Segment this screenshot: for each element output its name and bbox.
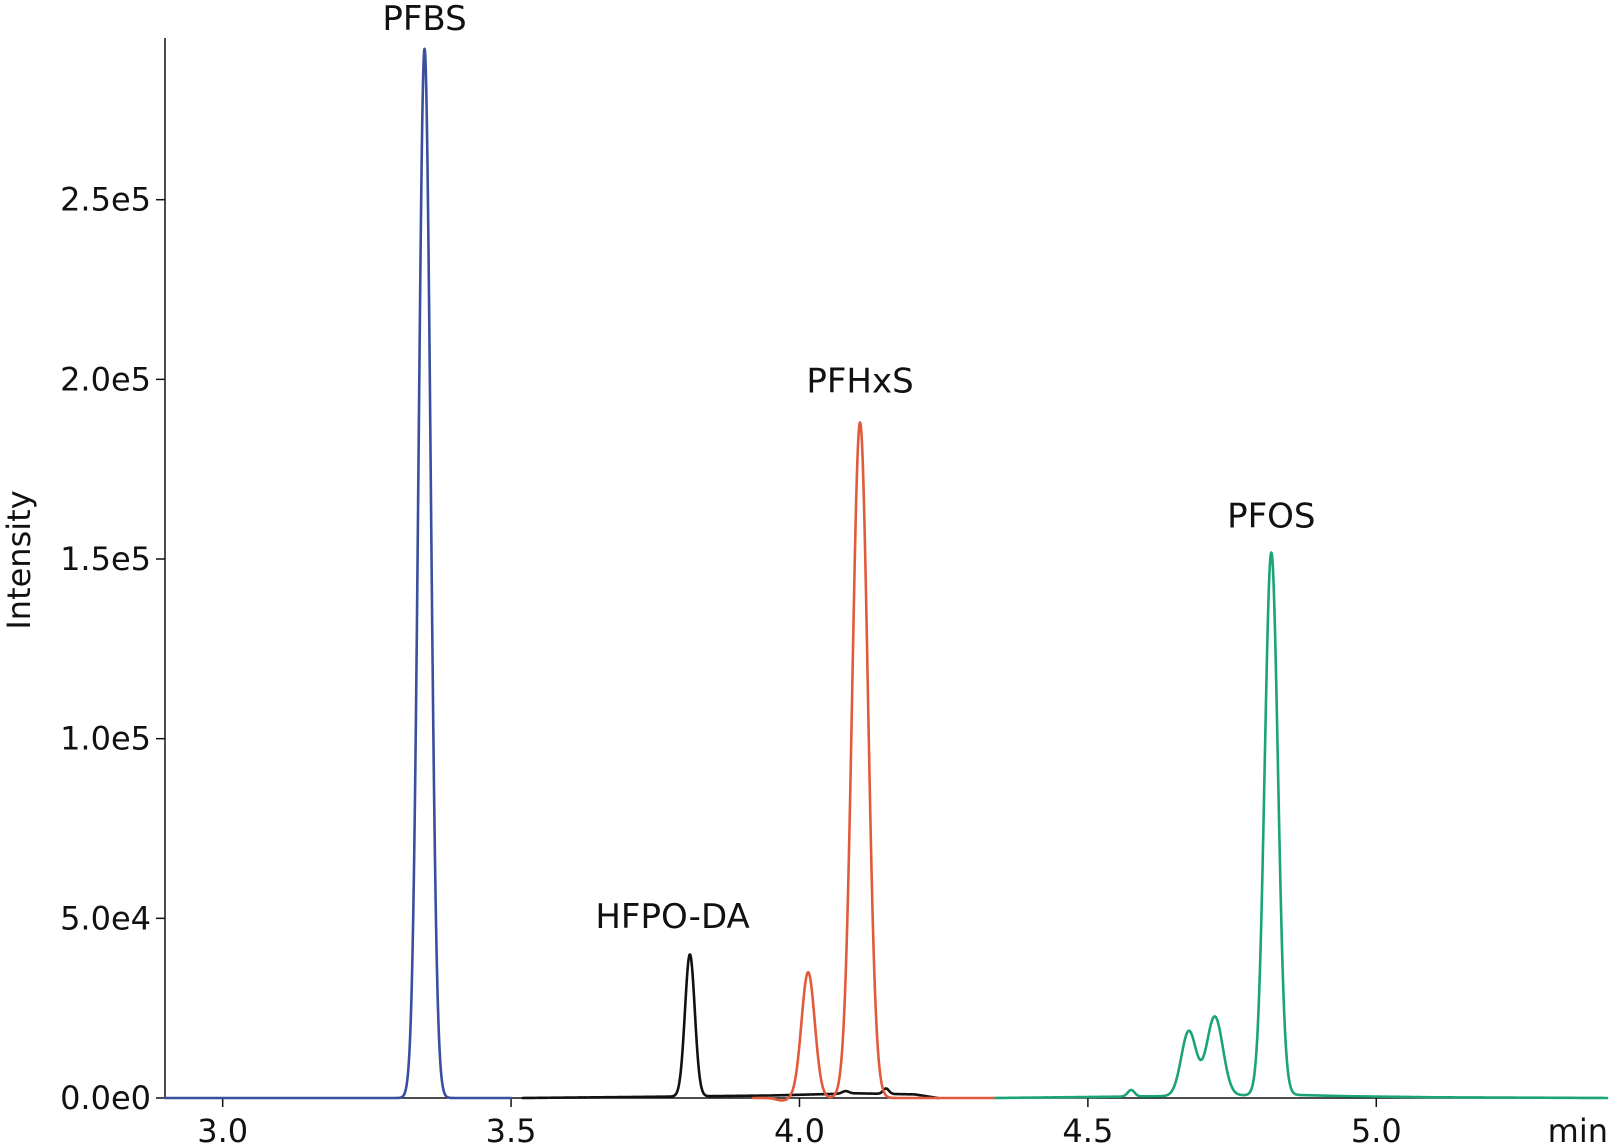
- series-layer: [163, 47, 1609, 1102]
- x-axis-label: min: [1548, 1112, 1608, 1147]
- peak-label-pfhxs: PFHxS: [806, 362, 913, 402]
- series-line-pfos: [994, 551, 1609, 1100]
- y-tick-label: 0.0e0: [60, 1079, 151, 1117]
- peak-label-hfpo-da: HFPO-DA: [595, 897, 749, 937]
- y-tick-label: 1.0e5: [60, 720, 151, 758]
- x-tick-label: 4.0: [774, 1112, 825, 1147]
- y-tick-label: 5.0e4: [60, 899, 151, 937]
- y-tick-label: 2.0e5: [60, 360, 151, 398]
- series-line-pfhxs: [752, 421, 997, 1102]
- x-tick-label: 3.5: [486, 1112, 537, 1147]
- x-axis-ticks: 3.0 3.5 4.0 4.5 5.0: [197, 1098, 1402, 1147]
- y-axis-label: Intensity: [0, 490, 38, 629]
- x-tick-label: 4.5: [1062, 1112, 1113, 1147]
- peak-labels: PFBS HFPO-DA PFHxS PFOS: [382, 0, 1315, 937]
- x-tick-label: 3.0: [197, 1112, 248, 1147]
- y-tick-label: 2.5e5: [60, 181, 151, 219]
- x-tick-label: 5.0: [1351, 1112, 1402, 1147]
- peak-label-pfbs: PFBS: [382, 0, 466, 39]
- y-tick-label: 1.5e5: [60, 540, 151, 578]
- series-line-hfpo-da: [521, 953, 940, 1100]
- y-axis-ticks: 0.0e0 5.0e4 1.0e5 1.5e5 2.0e5 2.5e5: [60, 181, 165, 1117]
- series-line-pfbs: [163, 47, 513, 1100]
- axes: 3.0 3.5 4.0 4.5 5.0 0.0e0 5.0e4 1.0e5 1.5e5 2.0e…: [0, 38, 1608, 1147]
- peak-label-pfos: PFOS: [1227, 496, 1315, 536]
